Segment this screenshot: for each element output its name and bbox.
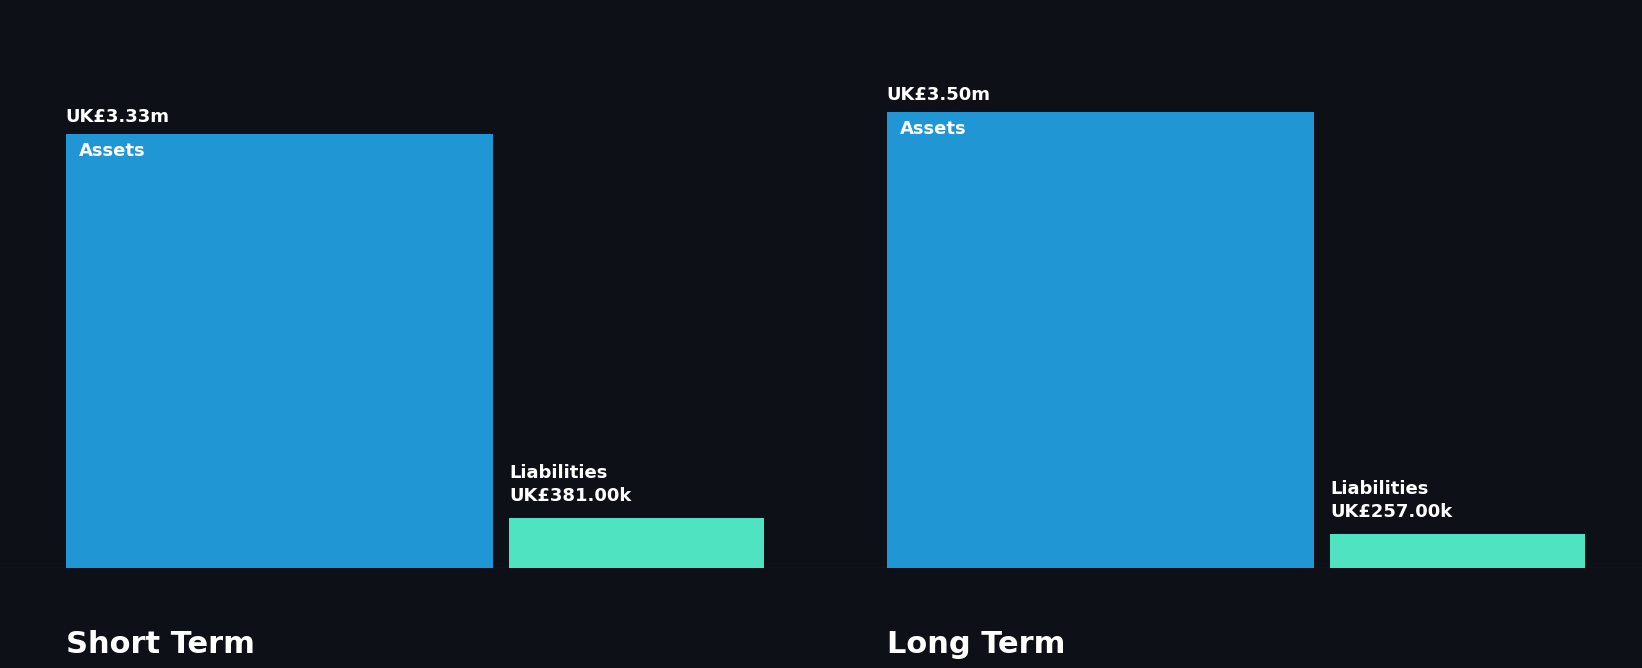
Text: UK£381.00k: UK£381.00k [509,487,632,505]
Text: UK£3.50m: UK£3.50m [887,86,990,104]
Bar [509,518,764,568]
Bar [887,112,1314,568]
Bar [66,134,493,568]
Bar [1330,534,1585,568]
Text: Liabilities: Liabilities [1330,480,1429,498]
Text: Long Term: Long Term [887,631,1066,659]
Text: Assets: Assets [79,142,146,160]
Text: UK£257.00k: UK£257.00k [1330,503,1452,521]
Text: UK£3.33m: UK£3.33m [66,108,169,126]
Text: Short Term: Short Term [66,631,255,659]
Text: Liabilities: Liabilities [509,464,608,482]
Text: Assets: Assets [900,120,967,138]
